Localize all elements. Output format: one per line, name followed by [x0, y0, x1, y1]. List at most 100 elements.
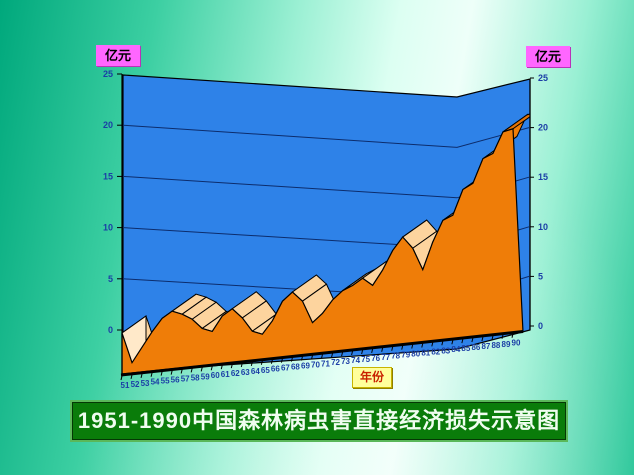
- x-axis-tick-label: 62: [231, 369, 240, 378]
- x-axis-tick: [210, 366, 213, 371]
- x-axis-tick: [321, 354, 323, 359]
- x-axis-tick-label: 55: [161, 377, 170, 386]
- x-axis-tick-label: 87: [481, 342, 490, 351]
- x-axis-tick-label: 86: [471, 343, 480, 352]
- x-axis-tick: [331, 353, 334, 358]
- x-axis-tick: [130, 374, 133, 380]
- x-axis-tick-label: 77: [381, 353, 390, 362]
- x-axis-tick-label: 66: [271, 365, 280, 374]
- left-axis-tick-label: 0: [108, 325, 113, 335]
- x-axis-tick: [341, 352, 344, 357]
- x-axis-tick-label: 76: [371, 354, 380, 363]
- right-axis-tick-label: 0: [538, 321, 543, 331]
- left-axis-tick-label: 5: [108, 274, 113, 284]
- left-axis-tick-labels: 0 5 10 15 20 25: [103, 69, 122, 335]
- x-axis-tick-label: 63: [241, 368, 250, 377]
- x-axis-tick: [441, 341, 444, 346]
- x-axis-tick: [511, 333, 514, 338]
- x-axis-tick-label: 57: [181, 374, 190, 383]
- x-axis-tick-label: 78: [391, 352, 400, 361]
- x-axis-tick-label: 60: [211, 371, 220, 380]
- x-axis-tick: [311, 355, 313, 360]
- x-axis-tick: [230, 363, 233, 369]
- x-axis-tick-label: 75: [361, 355, 370, 364]
- x-axis-tick: [170, 370, 173, 375]
- x-axis-tick: [140, 373, 143, 378]
- x-axis-tick: [220, 365, 223, 370]
- x-axis-tick: [491, 335, 494, 340]
- x-axis-tick: [260, 360, 263, 365]
- x-axis-tick: [160, 371, 163, 376]
- x-axis-tick-label: 80: [411, 350, 420, 359]
- x-axis-tick: [471, 337, 474, 343]
- loss-ribbon: [121, 113, 530, 375]
- x-axis-tick: [411, 344, 414, 349]
- x-axis-tick-label: 88: [491, 341, 500, 350]
- x-axis-tick-label: 53: [141, 379, 150, 388]
- x-axis-unit-label: 年份: [352, 367, 392, 388]
- x-axis-tick-label: 70: [311, 360, 320, 369]
- x-axis-tick-label: 82: [431, 347, 440, 356]
- x-axis-tick-label: 83: [441, 346, 450, 355]
- right-axis-unit-label: 亿元: [526, 46, 570, 67]
- left-axis-tick-label: 20: [103, 120, 113, 130]
- right-axis-tick-labels: 0 5 10 15 20 25: [530, 73, 548, 331]
- x-axis-tick-label: 59: [201, 372, 210, 381]
- right-axis-tick-label: 5: [538, 271, 543, 281]
- x-axis-tick-label: 73: [341, 357, 350, 366]
- x-axis-tick-label: 65: [261, 366, 270, 375]
- x-axis-tick: [180, 369, 183, 374]
- x-axis-tick: [190, 368, 193, 373]
- right-axis-tick-label: 20: [538, 123, 548, 133]
- x-axis-tick-label: 68: [291, 363, 300, 372]
- x-axis-tick: [451, 340, 454, 345]
- x-axis-tick: [290, 357, 293, 362]
- right-axis-tick-label: 10: [538, 222, 548, 232]
- x-axis-tick: [381, 347, 384, 352]
- right-axis-tick-label: 15: [538, 172, 548, 182]
- x-axis-tick: [361, 349, 364, 355]
- x-axis-tick-label: 89: [502, 340, 511, 349]
- x-axis-tick-label: 58: [191, 373, 200, 382]
- x-axis-tick: [461, 339, 464, 344]
- x-axis-tick: [391, 346, 394, 351]
- x-axis-tick: [371, 348, 374, 354]
- x-axis-tick: [401, 345, 404, 350]
- x-axis-tick-label: 54: [151, 378, 160, 387]
- x-axis-tick-label: 79: [401, 351, 410, 360]
- x-axis-tick: [501, 334, 504, 339]
- x-axis-tick-label: 72: [331, 358, 340, 367]
- x-axis-tick-label: 56: [171, 376, 180, 385]
- x-axis-tick: [250, 361, 253, 367]
- x-axis-tick-label: 52: [131, 380, 140, 389]
- x-axis-tick: [120, 375, 123, 381]
- x-axis-tick-label: 67: [281, 364, 290, 373]
- x-axis-tick-label: 84: [451, 345, 460, 354]
- x-axis-tick-label: 74: [351, 356, 360, 365]
- left-axis-tick-label: 15: [103, 171, 113, 181]
- x-axis-tick: [431, 342, 434, 347]
- left-axis-tick-label: 25: [103, 69, 113, 79]
- x-axis-tick: [280, 358, 283, 363]
- x-axis-tick-labels: 51 52 53 54 55 56 57 58 59 60 61 62 63 64 65 66 67 68 69 70…: [120, 333, 521, 390]
- x-axis-tick-label: 81: [421, 348, 430, 357]
- x-axis-tick: [481, 336, 484, 342]
- right-axis-tick-label: 25: [538, 73, 548, 83]
- x-axis-tick: [351, 350, 354, 356]
- x-axis-tick: [200, 367, 203, 372]
- x-axis-tick: [150, 372, 153, 377]
- x-axis-tick-label: 61: [221, 370, 230, 379]
- ribbon-front-face: [121, 127, 524, 375]
- x-axis-tick: [270, 359, 273, 364]
- x-axis-tick: [300, 356, 303, 361]
- x-axis-line: [120, 330, 524, 377]
- x-axis-tick-label: 90: [512, 339, 521, 348]
- left-axis-tick-label: 10: [103, 223, 113, 233]
- left-axis-unit-label: 亿元: [96, 45, 140, 66]
- x-axis-tick-label: 51: [121, 381, 130, 390]
- x-axis-tick-label: 85: [461, 344, 470, 353]
- x-axis-tick: [421, 343, 424, 348]
- x-axis-tick: [240, 362, 243, 368]
